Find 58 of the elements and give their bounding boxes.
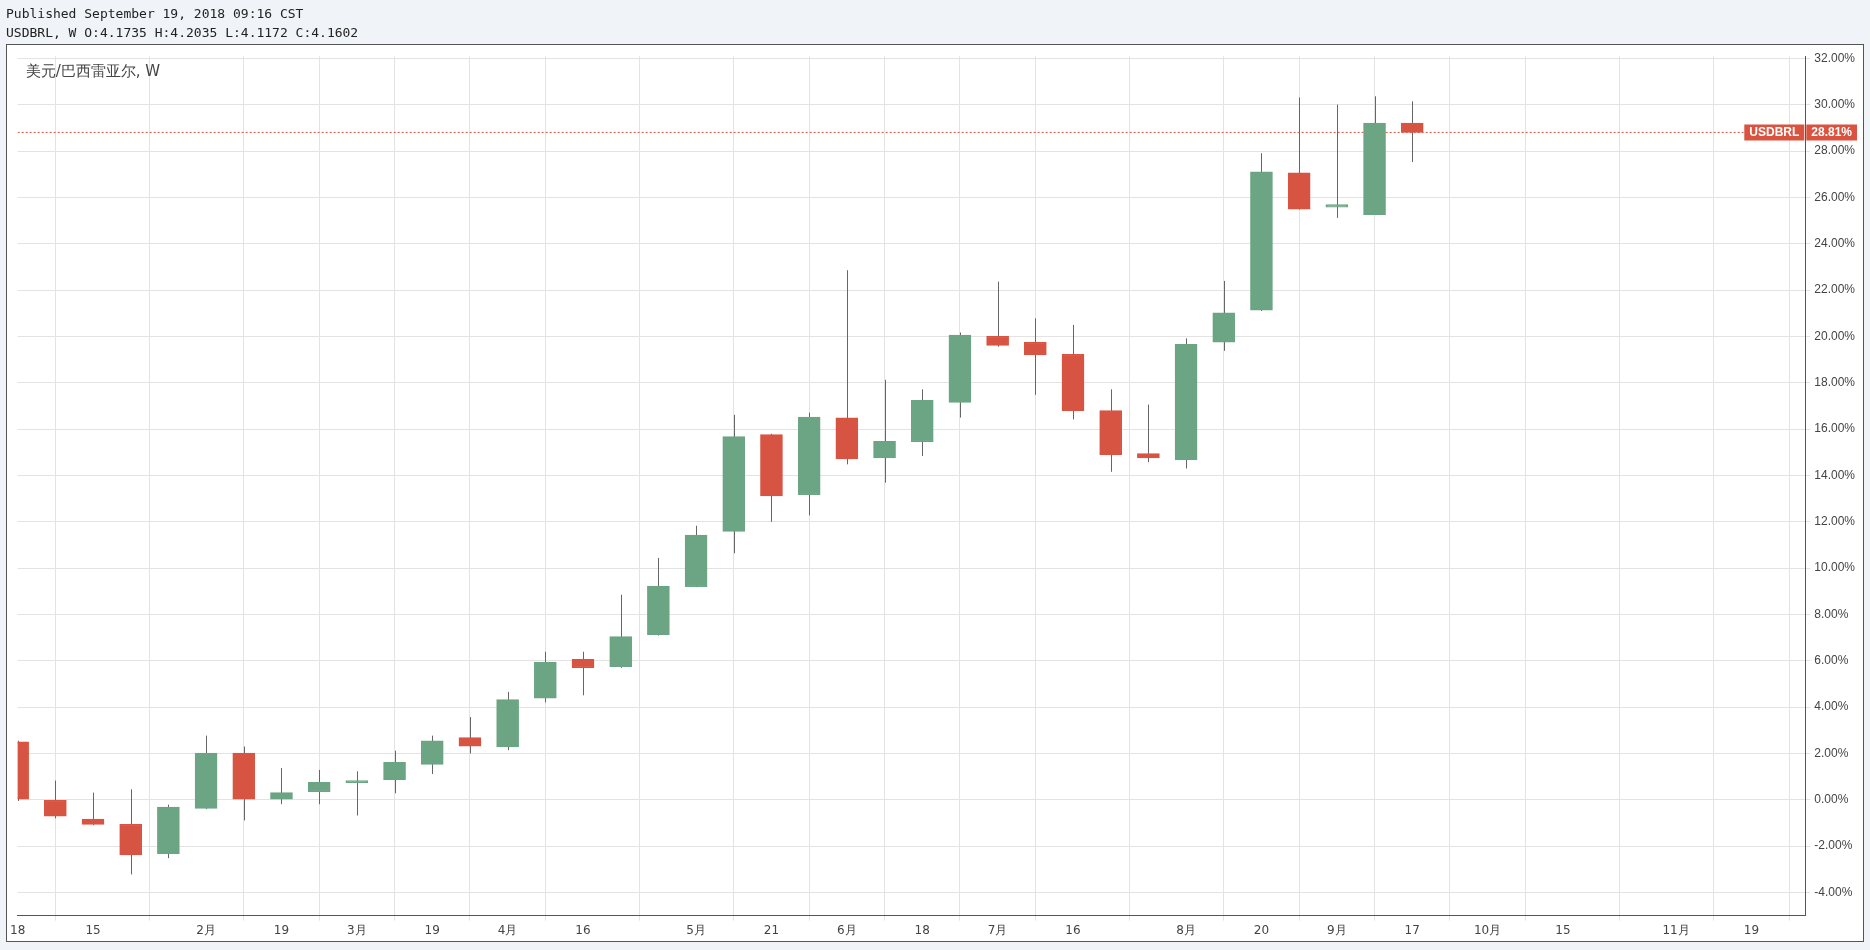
y-tick-label: 20.00% xyxy=(1814,328,1856,343)
x-tick-label: 7月 xyxy=(987,922,1008,937)
x-tick-label: 17 xyxy=(1404,922,1420,937)
text: 28.81% xyxy=(1811,124,1853,139)
candlestick xyxy=(571,651,595,696)
x-tick-label: 16 xyxy=(575,922,591,937)
candlestick xyxy=(345,770,369,817)
x-tick-label: 15 xyxy=(85,922,101,937)
candlestick xyxy=(1137,404,1160,463)
y-tick-label: 0.00% xyxy=(1814,792,1849,807)
x-tick-label: 16 xyxy=(1065,922,1081,937)
x-tick-label: 4月 xyxy=(497,922,518,937)
x-tick-label: 5月 xyxy=(686,922,706,937)
candlestick xyxy=(383,750,406,794)
y-tick-label: 28.00% xyxy=(1814,143,1856,158)
candlestick xyxy=(1400,100,1424,163)
chart-subtitle: USDBRL, W O:4.1735 H:4.2035 L:4.1172 C:4.1602 xyxy=(6,24,360,42)
x-tick-label: 2月 xyxy=(196,922,216,937)
x-tick-label: 8月 xyxy=(1176,922,1196,937)
x-tick-label: 19 xyxy=(1743,922,1760,937)
y-tick-label: 4.00% xyxy=(1814,699,1849,714)
x-tick-label: 11月 xyxy=(1662,922,1690,937)
candlestick xyxy=(420,735,444,775)
y-tick-label: 10.00% xyxy=(1814,560,1856,575)
y-tick-label: 26.00% xyxy=(1814,189,1856,204)
x-tick-label: 20 xyxy=(1253,922,1270,937)
ref-line-label: USDBRL xyxy=(1749,124,1800,139)
x-tick-label: 19 xyxy=(424,922,440,937)
y-tick-label: 18.00% xyxy=(1814,375,1856,390)
annotation: 美元/巴西雷亚尔, W xyxy=(25,61,161,80)
candlestick xyxy=(44,780,67,819)
y-tick-label: 24.00% xyxy=(1814,236,1856,251)
x-tick-label: 15 xyxy=(1555,922,1571,937)
x-tick-label: 18 xyxy=(9,922,26,937)
x-tick-label: 19 xyxy=(273,922,290,937)
candlestick xyxy=(307,769,331,805)
y-tick-label: -4.00% xyxy=(1814,884,1853,899)
y-tick-label: 32.00% xyxy=(1814,50,1856,65)
x-tick-label: 9月 xyxy=(1327,922,1347,937)
x-tick-label: 10月 xyxy=(1473,922,1502,937)
y-tick-label: -2.00% xyxy=(1814,838,1853,853)
candlestick xyxy=(270,767,293,805)
candlestick xyxy=(873,379,896,484)
x-tick-label: 21 xyxy=(763,922,780,937)
y-tick-label: 30.00% xyxy=(1814,97,1856,112)
candlestick xyxy=(986,281,1009,348)
x-tick-label: 6月 xyxy=(837,922,857,937)
y-tick-label: 14.00% xyxy=(1814,467,1856,482)
y-tick-label: 2.00% xyxy=(1814,745,1849,760)
candlestick xyxy=(1023,317,1047,396)
x-tick-label: 18 xyxy=(914,922,930,937)
y-tick-label: 6.00% xyxy=(1814,653,1849,668)
chart-title: Published September 19, 2018 09:16 CST xyxy=(6,5,305,23)
y-tick-label: 16.00% xyxy=(1814,421,1856,436)
y-tick-label: 12.00% xyxy=(1814,514,1856,529)
y-tick-label: 8.00% xyxy=(1814,606,1849,621)
y-tick-label: 22.00% xyxy=(1814,282,1856,297)
x-tick-label: 3月 xyxy=(347,922,367,937)
